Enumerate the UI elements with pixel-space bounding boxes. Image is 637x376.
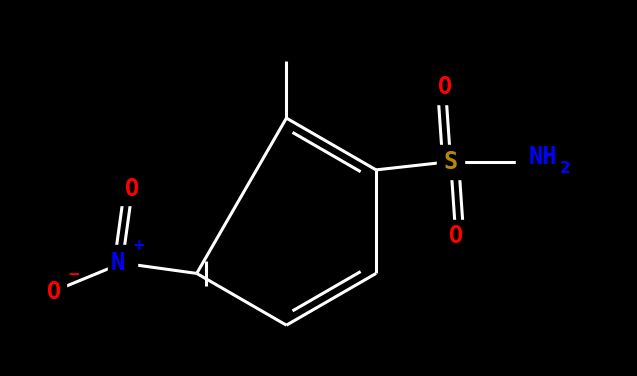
Text: −: − — [67, 267, 80, 282]
Bar — [433, 70, 458, 104]
Bar — [443, 220, 468, 253]
Bar — [516, 144, 568, 180]
Bar — [120, 172, 145, 205]
Text: O: O — [448, 224, 463, 248]
Text: N: N — [111, 251, 125, 275]
Bar — [437, 144, 464, 179]
Text: O: O — [47, 280, 61, 304]
Text: NH: NH — [528, 146, 557, 170]
Text: +: + — [132, 238, 145, 253]
Bar — [108, 245, 137, 281]
Text: 2: 2 — [560, 161, 571, 176]
Bar — [38, 274, 66, 310]
Text: S: S — [443, 150, 458, 174]
Text: O: O — [125, 176, 140, 200]
Text: O: O — [438, 75, 452, 99]
